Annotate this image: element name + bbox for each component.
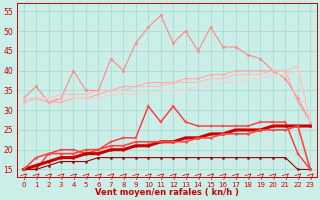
X-axis label: Vent moyen/en rafales ( kn/h ): Vent moyen/en rafales ( kn/h ) xyxy=(95,188,239,197)
